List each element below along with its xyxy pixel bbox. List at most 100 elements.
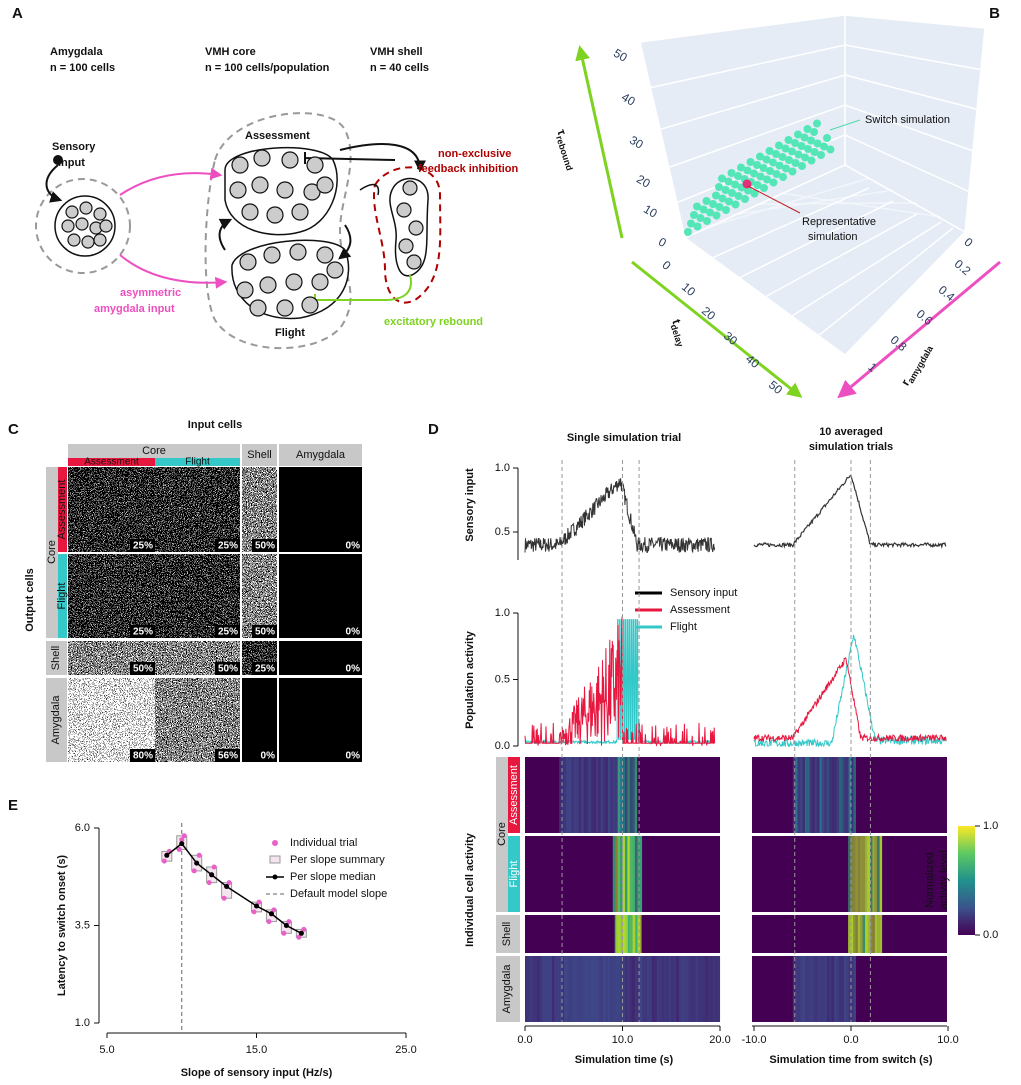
simulation-point bbox=[782, 164, 790, 173]
heatmap-column bbox=[700, 956, 703, 1022]
pct-bg bbox=[252, 749, 277, 762]
pct-bg bbox=[130, 539, 155, 552]
amygdala-tick: 0.8 bbox=[888, 333, 910, 355]
heatmap-column bbox=[624, 956, 628, 1022]
simulation-point bbox=[804, 145, 812, 153]
feedback-label: feedback inhibition bbox=[418, 163, 519, 175]
individual-trial bbox=[196, 852, 202, 858]
row-band bbox=[508, 836, 520, 912]
heatmap-column bbox=[809, 757, 813, 833]
simulation-point bbox=[775, 161, 784, 170]
connectivity-block bbox=[68, 467, 155, 552]
heatmap-column bbox=[593, 956, 596, 1022]
simulation-point bbox=[760, 184, 768, 192]
median-point bbox=[283, 923, 289, 928]
heatmap-column bbox=[615, 956, 618, 1022]
flight-label: Flight bbox=[275, 327, 305, 339]
connectivity-percent: 50% bbox=[218, 664, 238, 675]
heatmap-column bbox=[566, 956, 569, 1022]
axis-symbol: r bbox=[898, 377, 913, 388]
panel-label: E bbox=[8, 797, 18, 814]
heatmap-column bbox=[800, 956, 803, 1022]
simulation-point bbox=[765, 147, 774, 155]
rebound-label: excitatory rebound bbox=[384, 316, 483, 328]
heatmap-column bbox=[617, 956, 621, 1022]
simulation-point bbox=[699, 205, 708, 214]
simulation-point bbox=[794, 150, 803, 159]
heatmap-column bbox=[559, 956, 562, 1022]
simulation-point bbox=[693, 222, 702, 231]
heatmap-column bbox=[595, 757, 599, 833]
heatmap-column bbox=[556, 956, 560, 1022]
colorbar bbox=[958, 826, 975, 935]
heatmap-column bbox=[836, 757, 839, 833]
axis-subscript: amygdala bbox=[906, 343, 936, 385]
connectivity-percent: 0% bbox=[346, 627, 361, 638]
cell bbox=[79, 201, 93, 215]
heatmap-column bbox=[634, 836, 638, 912]
heatmap-column bbox=[804, 956, 808, 1022]
individual-trial bbox=[301, 926, 307, 932]
median-point bbox=[224, 884, 230, 889]
heatmap-column bbox=[807, 757, 810, 833]
heatmap-column bbox=[681, 956, 684, 1022]
cell bbox=[251, 176, 269, 194]
heatmap-column bbox=[534, 956, 538, 1022]
axis-symbol: t bbox=[669, 318, 684, 326]
cell bbox=[289, 243, 307, 261]
heatmap-column bbox=[853, 956, 856, 1022]
connectivity-percent: 0% bbox=[346, 541, 361, 552]
pct-bg bbox=[215, 749, 240, 762]
simulation-point bbox=[784, 136, 793, 144]
heatmap-column bbox=[855, 836, 858, 912]
heatmap-column bbox=[573, 757, 577, 833]
simulation-point bbox=[743, 166, 752, 175]
cell bbox=[316, 176, 334, 194]
heatmap-column bbox=[821, 956, 825, 1022]
heatmap-column bbox=[671, 956, 674, 1022]
heatmap-column bbox=[578, 757, 582, 833]
heatmap-column bbox=[537, 956, 540, 1022]
y-tick-label: 1.0 bbox=[495, 462, 510, 474]
simulation-point bbox=[703, 217, 711, 225]
row-label: Shell bbox=[501, 922, 513, 946]
header-title: VMH core bbox=[205, 46, 256, 58]
connectivity-block bbox=[155, 554, 240, 638]
connectivity-block bbox=[242, 554, 277, 638]
median-point bbox=[298, 930, 304, 936]
heatmap-column bbox=[627, 757, 630, 833]
heatmap-column bbox=[676, 956, 679, 1022]
median-line bbox=[166, 842, 302, 934]
simulation-cloud bbox=[684, 119, 835, 236]
heatmap-column bbox=[627, 956, 630, 1022]
connectivity-block bbox=[279, 554, 362, 638]
cell-icons bbox=[61, 149, 424, 317]
heatmap-column bbox=[573, 956, 577, 1022]
x-tick-label: 10.0 bbox=[612, 1034, 633, 1046]
simulation-point bbox=[779, 173, 787, 181]
simulation-point bbox=[788, 147, 796, 156]
panel-label: D bbox=[428, 421, 439, 438]
simulation-point bbox=[813, 139, 822, 148]
trace bbox=[753, 475, 947, 550]
pct-bg bbox=[252, 539, 277, 552]
heatmap-column bbox=[529, 956, 533, 1022]
delay-tick: 0 bbox=[659, 258, 673, 273]
heatmap-column bbox=[860, 915, 863, 953]
asym-label: asymmetric bbox=[120, 287, 181, 299]
heatmap-column bbox=[797, 956, 801, 1022]
column-title: 10 averaged bbox=[819, 426, 883, 438]
axis-title: tdelay bbox=[667, 318, 691, 349]
x-axis-label: Simulation time (s) bbox=[575, 1054, 674, 1066]
heatmap-column bbox=[850, 915, 854, 953]
heatmap-column bbox=[590, 757, 594, 833]
heatmap-column bbox=[834, 757, 837, 833]
row-label: Assessment bbox=[508, 765, 520, 825]
tau-tick: 20 bbox=[634, 172, 653, 191]
heatmap-column bbox=[593, 757, 596, 833]
connectivity-percent: 0% bbox=[346, 751, 361, 762]
heatmap-column bbox=[576, 757, 579, 833]
heatmap-column bbox=[607, 956, 611, 1022]
delay-tick: 20 bbox=[699, 304, 718, 324]
heatmap-column bbox=[865, 836, 868, 912]
